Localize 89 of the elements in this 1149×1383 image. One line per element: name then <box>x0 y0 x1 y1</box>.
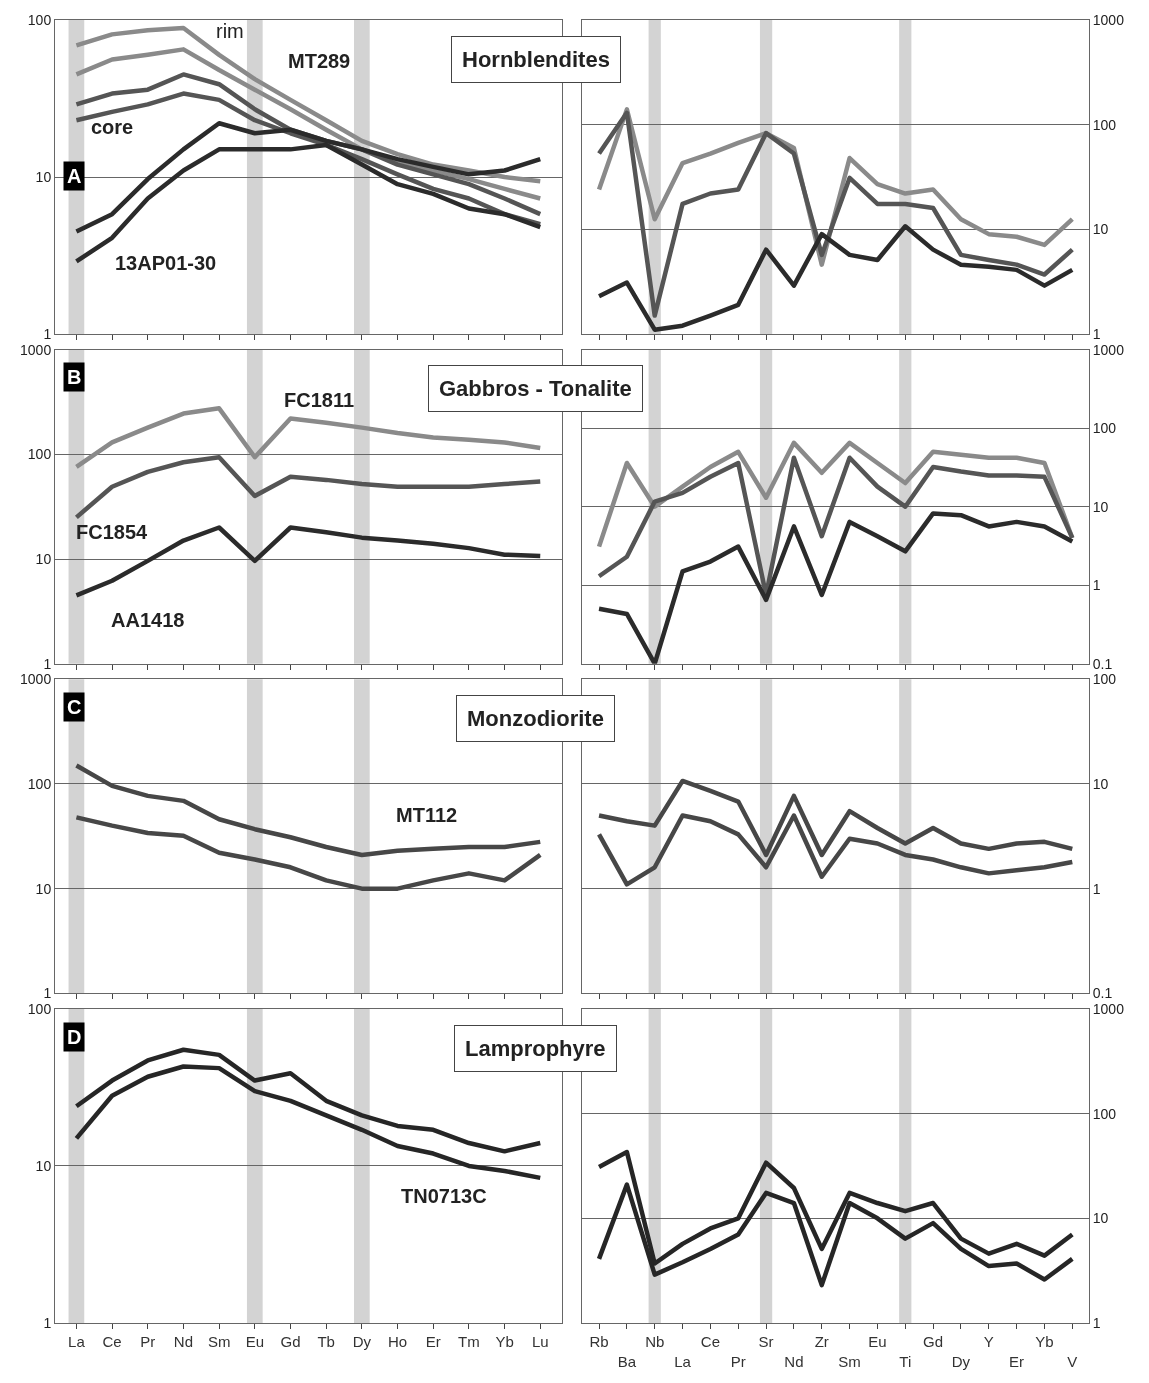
y-tick-label: 100 <box>1092 420 1117 437</box>
y-tick-label: 1000 <box>20 341 52 358</box>
annotation: D <box>67 1026 82 1048</box>
y-tick-label: 10 <box>35 880 52 897</box>
text: Gabbros - Tonalite <box>439 376 632 401</box>
y-tick-label: 100 <box>27 11 52 28</box>
y-tick-label: 100 <box>27 1000 52 1017</box>
line-series <box>74 1064 543 1181</box>
y-tick-label: 1 <box>43 1314 52 1331</box>
line-series <box>596 511 1075 664</box>
x-tick-label: Ti <box>899 1352 912 1370</box>
y-tick-label: 1000 <box>1092 1000 1125 1017</box>
y-tick-label: 1 <box>1092 325 1101 342</box>
x-tick-label: Eu <box>868 1333 887 1350</box>
annotation: MT289 <box>288 50 351 72</box>
y-tick-label: 10 <box>35 550 52 567</box>
x-tick-label: Nd <box>784 1352 804 1370</box>
annotation: 13AP01-30 <box>115 252 217 274</box>
y-tick-label: 1000 <box>1092 11 1125 28</box>
y-tick-label: 10 <box>1092 1210 1109 1227</box>
x-tick-label: Gd <box>280 1333 301 1350</box>
y-tick-label: 0.1 <box>1092 655 1113 672</box>
line-series <box>74 525 543 598</box>
y-tick-label: 10 <box>35 1157 52 1174</box>
line-series <box>596 224 1075 332</box>
x-tick-label: Ce <box>700 1333 720 1350</box>
x-tick-label: Nb <box>645 1333 665 1350</box>
line-series <box>74 763 543 858</box>
y-tick-label: 1 <box>1092 1314 1101 1331</box>
x-tick-label: Sm <box>838 1352 861 1370</box>
y-tick-label: 1 <box>1092 577 1101 594</box>
annotation: FC1811 <box>284 389 355 411</box>
x-tick-label: Eu <box>245 1333 264 1350</box>
annotation: A <box>67 165 82 187</box>
annotation: MT112 <box>396 804 458 826</box>
text: Monzodiorite <box>467 706 604 731</box>
x-tick-label: Er <box>425 1333 441 1350</box>
annotation: C <box>67 696 82 718</box>
y-tick-label: 100 <box>27 446 52 463</box>
x-tick-label: Sm <box>207 1333 231 1350</box>
line-series <box>74 406 543 470</box>
y-tick-label: 10 <box>1092 498 1109 515</box>
x-tick-label: Er <box>1009 1352 1025 1370</box>
annotation: B <box>67 366 82 388</box>
y-tick-label: 100 <box>27 775 52 792</box>
y-tick-label: 10 <box>1092 775 1109 792</box>
annotation: AA1418 <box>111 609 185 631</box>
x-tick-label: Pr <box>730 1352 746 1370</box>
annotation: FC1854 <box>76 521 149 543</box>
y-tick-label: 1 <box>43 655 52 672</box>
x-tick-label: La <box>674 1352 692 1370</box>
annotation: rim <box>216 20 244 42</box>
x-tick-label: Nd <box>173 1333 194 1350</box>
x-tick-label: Ho <box>387 1333 408 1350</box>
x-tick-label: Zr <box>814 1333 829 1350</box>
y-tick-label: 1 <box>1092 880 1101 897</box>
x-tick-label: Sr <box>758 1333 774 1350</box>
y-tick-label: 100 <box>1092 671 1117 688</box>
y-tick-label: 1 <box>43 985 52 1002</box>
x-tick-label: Pr <box>140 1333 156 1350</box>
y-tick-label: 1 <box>43 325 52 342</box>
annotation: TN0713C <box>401 1185 487 1207</box>
x-tick-label: Rb <box>589 1333 609 1350</box>
y-tick-label: 100 <box>1092 116 1117 133</box>
y-tick-label: 1000 <box>20 671 52 688</box>
x-tick-label: La <box>68 1333 86 1350</box>
x-tick-label: Y <box>983 1333 994 1350</box>
x-tick-label: Yb <box>495 1333 514 1350</box>
y-tick-label: 0.1 <box>1092 985 1113 1002</box>
line-series <box>74 454 543 520</box>
x-tick-label: Dy <box>352 1333 372 1350</box>
text: Lamprophyre <box>465 1036 606 1061</box>
line-series <box>596 110 1075 318</box>
x-tick-label: Ba <box>617 1352 637 1370</box>
x-tick-label: Lu <box>531 1333 549 1350</box>
x-tick-label: Gd <box>923 1333 944 1350</box>
text: Hornblendites <box>462 47 610 72</box>
x-tick-label: Tb <box>317 1333 335 1350</box>
x-tick-label: V <box>1067 1352 1078 1370</box>
x-tick-label: Dy <box>951 1352 971 1370</box>
y-tick-label: 10 <box>1092 221 1109 238</box>
y-tick-label: 1000 <box>1092 341 1125 358</box>
annotation: core <box>91 116 134 138</box>
line-series <box>596 440 1075 549</box>
x-tick-label: Yb <box>1035 1333 1054 1350</box>
x-tick-label: Ce <box>102 1333 122 1350</box>
x-tick-label: Tm <box>458 1333 480 1350</box>
y-tick-label: 10 <box>35 168 52 185</box>
y-tick-label: 100 <box>1092 1105 1117 1122</box>
